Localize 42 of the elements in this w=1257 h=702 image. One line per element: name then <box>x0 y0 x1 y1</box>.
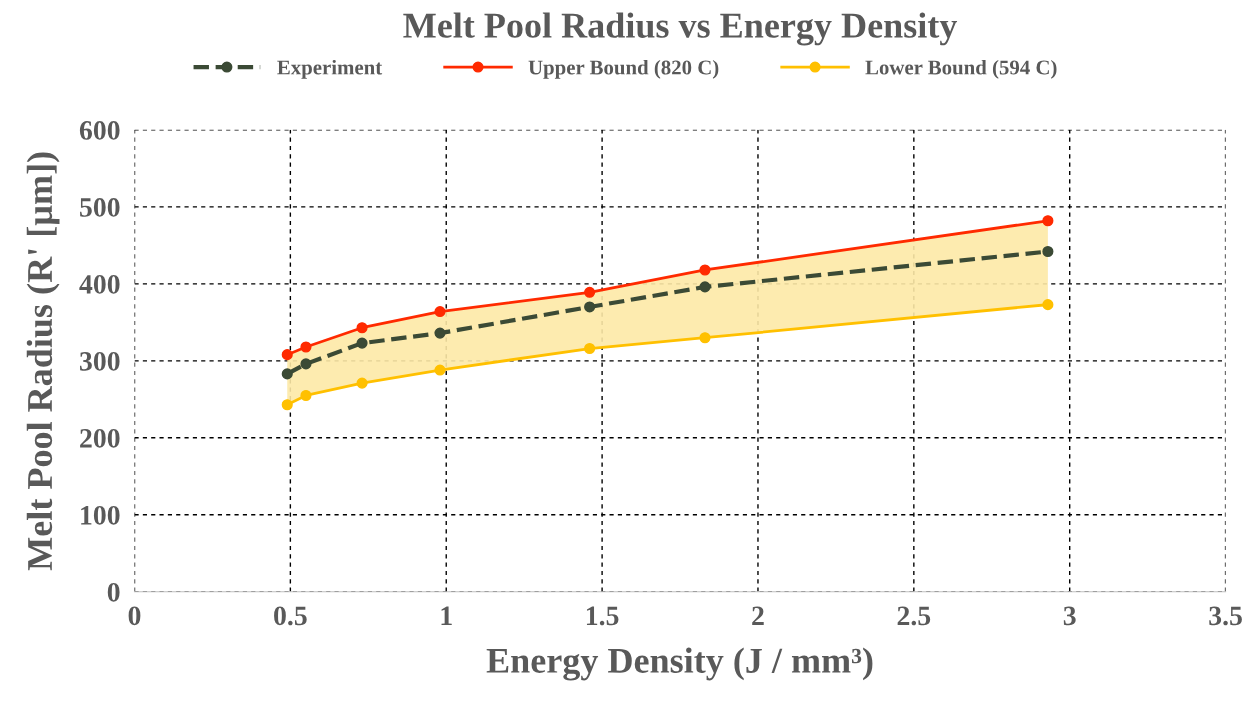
point <box>281 368 293 380</box>
x-tick-label: 2.5 <box>897 606 931 626</box>
y-tick-label: 500 <box>80 198 120 217</box>
legend-label: Upper Bound (820 C) <box>528 59 719 79</box>
y-tick-label: 200 <box>80 428 120 448</box>
point <box>699 281 711 293</box>
y-tick-label: 600 <box>79 121 120 140</box>
point <box>300 389 312 402</box>
y-tick-label: 100 <box>81 505 120 525</box>
point <box>1042 215 1054 227</box>
point <box>356 377 368 389</box>
point <box>281 349 293 361</box>
x-axis-title: Energy Density (J / mm³) <box>486 647 873 681</box>
point <box>300 358 312 370</box>
x-tick-label: 2 <box>752 606 764 625</box>
point <box>434 364 446 376</box>
point <box>356 322 368 334</box>
x-tick-label: 3.5 <box>1209 606 1242 626</box>
point <box>300 341 312 353</box>
y-tick-label: 300 <box>79 351 120 371</box>
point <box>584 342 596 355</box>
x-tick-label: 1 <box>441 606 452 625</box>
y-axis-title: Melt Pool Radius (R' [µm]) <box>26 152 60 571</box>
point <box>1042 245 1054 258</box>
point <box>434 327 446 339</box>
point <box>699 332 711 344</box>
point <box>281 399 293 411</box>
chart-title: Melt Pool Radius vs Energy Density <box>403 12 958 46</box>
y-tick-label: 400 <box>79 275 120 294</box>
x-tick-label: 0.5 <box>274 606 307 626</box>
y-tick-label: 0 <box>107 582 120 602</box>
legend-label: Lower Bound (594 C) <box>865 59 1057 79</box>
point <box>356 337 368 349</box>
point <box>1042 299 1054 311</box>
x-tick-label: 0 <box>128 606 141 626</box>
point <box>584 301 596 313</box>
x-tick-label: 1.5 <box>586 606 619 626</box>
point <box>434 306 446 318</box>
point <box>584 286 596 298</box>
point <box>699 264 711 276</box>
legend-label: Experiment <box>277 59 383 79</box>
x-tick-label: 3 <box>1063 606 1076 626</box>
